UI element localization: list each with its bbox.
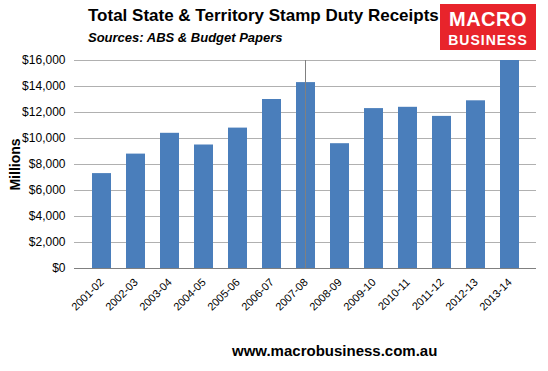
- svg-text:2011-12: 2011-12: [409, 276, 445, 312]
- svg-text:2001-02: 2001-02: [69, 276, 106, 313]
- html-text:Total State & Territory Stamp: Total State & Territory Stamp Duty Recei…: [88, 6, 439, 25]
- html-text:Sources: ABS & Budget Papers: Sources: ABS & Budget Papers: [88, 30, 283, 45]
- svg-text:2012-13: 2012-13: [443, 276, 480, 313]
- svg-text:2005-06: 2005-06: [205, 276, 242, 313]
- svg-text:$16,000: $16,000: [22, 53, 66, 67]
- svg-text:$4,000: $4,000: [29, 209, 66, 223]
- svg-text:Millions: Millions: [7, 138, 23, 190]
- svg-text:2010-11: 2010-11: [375, 276, 411, 312]
- svg-text:2007-08: 2007-08: [273, 276, 310, 313]
- svg-text:$0: $0: [52, 261, 66, 275]
- html-text:www.macrobusiness.com.au: www.macrobusiness.com.au: [232, 342, 438, 359]
- html-text:MACRO: MACRO: [449, 8, 527, 30]
- svg-text:2003-04: 2003-04: [137, 276, 174, 313]
- svg-text:$2,000: $2,000: [29, 235, 66, 249]
- svg-text:$8,000: $8,000: [29, 157, 66, 171]
- svg-text:2013-14: 2013-14: [477, 276, 514, 313]
- svg-text:2006-07: 2006-07: [239, 276, 276, 313]
- svg-text:$12,000: $12,000: [22, 105, 66, 119]
- svg-text:2004-05: 2004-05: [171, 276, 208, 313]
- svg-text:$6,000: $6,000: [29, 183, 66, 197]
- html-text:BUSINESS: BUSINESS: [448, 32, 528, 48]
- svg-text:$14,000: $14,000: [22, 79, 66, 93]
- svg-text:$10,000: $10,000: [22, 131, 66, 145]
- svg-text:2008-09: 2008-09: [307, 276, 344, 313]
- svg-text:2009-10: 2009-10: [341, 276, 378, 313]
- svg-text:2002-03: 2002-03: [103, 276, 140, 313]
